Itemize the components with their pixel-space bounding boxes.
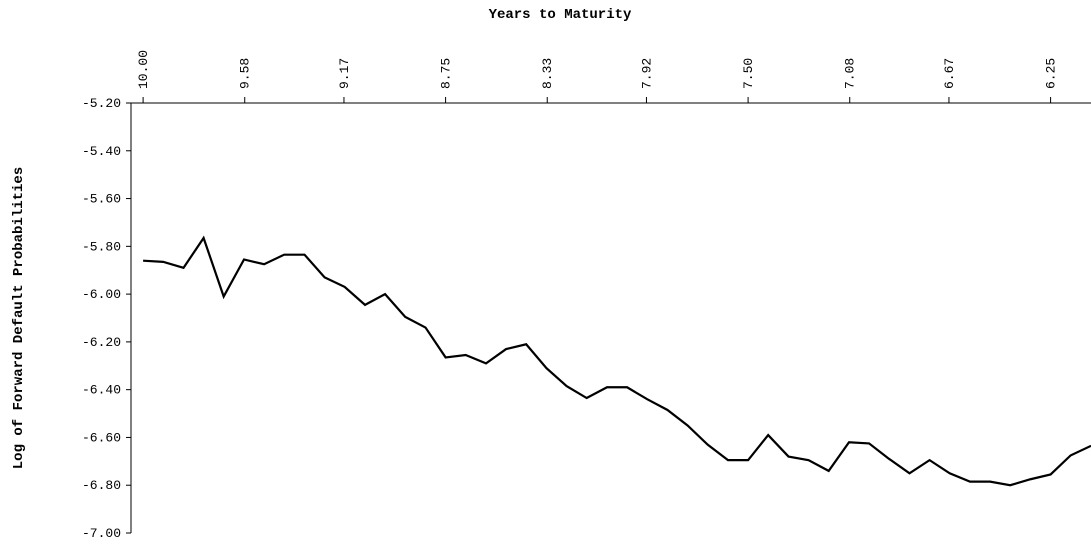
y-tick-label: -6.00 (82, 287, 121, 302)
y-tick-label: -5.80 (82, 239, 121, 254)
y-tick-label: -5.40 (82, 144, 121, 159)
x-tick-label: 7.50 (741, 58, 756, 89)
x-tick-label: 7.92 (639, 58, 654, 89)
y-tick-label: -7.00 (82, 526, 121, 541)
x-tick-label: 8.33 (540, 58, 555, 89)
x-tick-label: 7.08 (843, 58, 858, 89)
data-line (143, 235, 1091, 487)
x-tick-label: 10.00 (136, 50, 151, 89)
y-tick-label: -6.60 (82, 430, 121, 445)
x-tick-label: 9.58 (238, 58, 253, 89)
y-tick-label: -6.80 (82, 478, 121, 493)
y-axis-title: Log of Forward Default Probabilities (11, 167, 27, 469)
x-tick-label: 8.75 (439, 58, 454, 89)
y-tick-label: -6.20 (82, 335, 121, 350)
x-tick-label: 6.67 (942, 58, 957, 89)
x-axis-title: Years to Maturity (489, 7, 632, 23)
y-tick-label: -6.40 (82, 383, 121, 398)
y-tick-label: -5.20 (82, 96, 121, 111)
x-tick-label: 6.25 (1044, 58, 1059, 89)
y-tick-label: -5.60 (82, 192, 121, 207)
x-tick-label: 9.17 (337, 58, 352, 89)
